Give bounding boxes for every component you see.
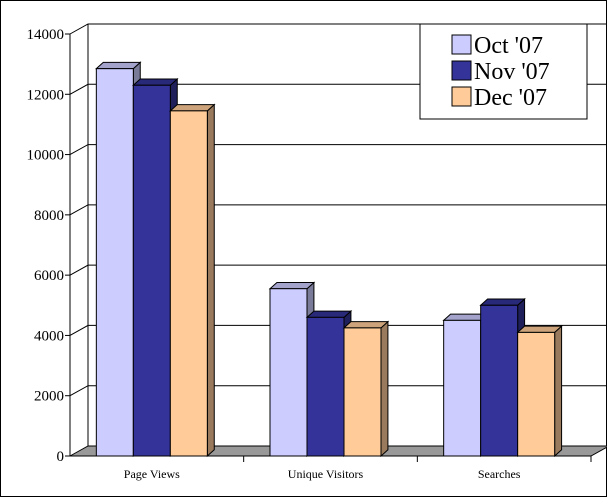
x-axis-labels: Page Views Unique Visitors Searches (124, 467, 521, 481)
legend-swatch (451, 34, 472, 55)
legend-label: Dec '07 (474, 85, 547, 111)
bar (169, 103, 216, 458)
y-tick-label: 4000 (34, 328, 64, 344)
y-tick-label: 8000 (34, 208, 64, 224)
legend-swatch (451, 86, 472, 107)
bar (342, 320, 390, 458)
bar (516, 325, 563, 458)
y-tick-label: 10000 (27, 148, 65, 164)
x-tick-label: Page Views (124, 467, 180, 481)
y-tick-label: 12000 (27, 87, 65, 103)
y-tick-label: 0 (57, 449, 65, 465)
legend-label: Oct '07 (474, 33, 543, 59)
y-axis-ticks: 0 2000 4000 6000 8000 10000 12000 14000 (27, 27, 70, 465)
x-tick-label: Unique Visitors (288, 467, 364, 481)
y-tick-label: 2000 (34, 389, 64, 405)
legend-swatch (451, 60, 472, 81)
y-tick-label: 14000 (27, 27, 65, 43)
bars (95, 61, 563, 458)
legend-box (419, 23, 588, 120)
legend-label: Nov '07 (474, 59, 550, 85)
y-tick-label: 6000 (34, 268, 64, 284)
x-tick-label: Searches (478, 467, 521, 481)
